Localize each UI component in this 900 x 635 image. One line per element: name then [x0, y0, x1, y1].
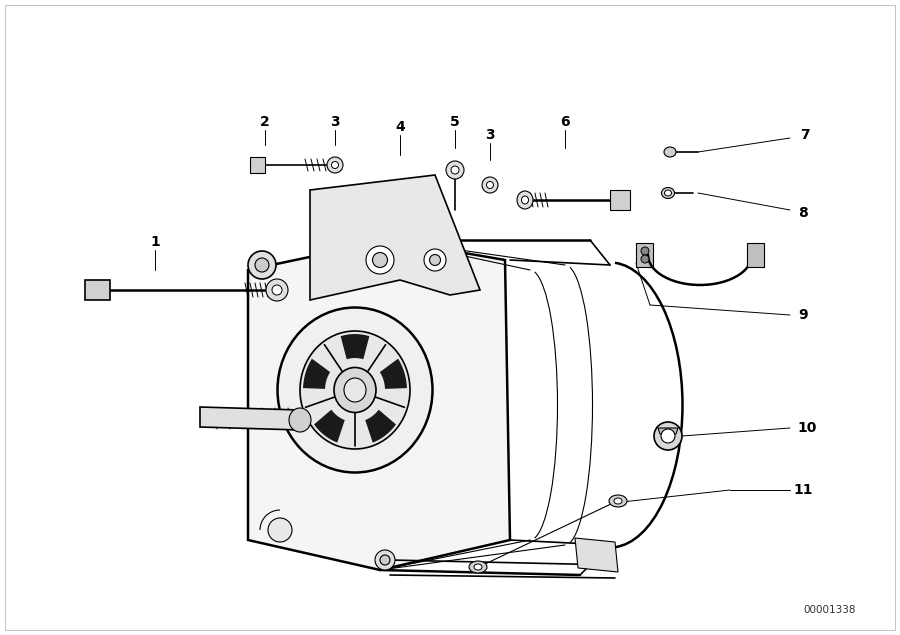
Ellipse shape — [331, 161, 338, 168]
Text: 10: 10 — [797, 421, 816, 435]
Text: 6: 6 — [560, 115, 570, 129]
Ellipse shape — [614, 498, 622, 504]
Polygon shape — [250, 157, 265, 173]
Ellipse shape — [474, 564, 482, 570]
Polygon shape — [85, 280, 110, 300]
Polygon shape — [303, 359, 330, 389]
Polygon shape — [610, 190, 630, 210]
Polygon shape — [310, 175, 480, 300]
Ellipse shape — [609, 495, 627, 507]
Ellipse shape — [255, 258, 269, 272]
Text: 4: 4 — [395, 120, 405, 134]
Ellipse shape — [266, 279, 288, 301]
Text: 8: 8 — [798, 206, 808, 220]
Ellipse shape — [373, 253, 388, 267]
Ellipse shape — [482, 177, 498, 193]
Text: 3: 3 — [485, 128, 495, 142]
Text: 7: 7 — [800, 128, 810, 142]
Ellipse shape — [664, 147, 676, 157]
Polygon shape — [200, 407, 300, 430]
Text: 5: 5 — [450, 115, 460, 129]
Ellipse shape — [366, 246, 394, 274]
Ellipse shape — [517, 191, 533, 209]
Polygon shape — [575, 538, 618, 572]
Polygon shape — [747, 243, 764, 267]
Ellipse shape — [654, 422, 682, 450]
Polygon shape — [248, 240, 510, 570]
Ellipse shape — [429, 255, 440, 265]
Ellipse shape — [289, 408, 311, 432]
Polygon shape — [658, 428, 678, 434]
Ellipse shape — [487, 182, 493, 189]
Ellipse shape — [277, 307, 433, 472]
Ellipse shape — [344, 378, 366, 402]
Ellipse shape — [469, 561, 487, 573]
Ellipse shape — [272, 285, 282, 295]
Text: 9: 9 — [798, 308, 808, 322]
Ellipse shape — [662, 187, 674, 199]
Text: 11: 11 — [793, 483, 813, 497]
Polygon shape — [636, 243, 653, 267]
Polygon shape — [380, 359, 407, 389]
Text: 2: 2 — [260, 115, 270, 129]
Ellipse shape — [641, 247, 649, 255]
Text: 1: 1 — [150, 235, 160, 249]
Polygon shape — [314, 410, 345, 443]
Ellipse shape — [424, 249, 446, 271]
Ellipse shape — [375, 550, 395, 570]
Ellipse shape — [327, 157, 343, 173]
Ellipse shape — [380, 555, 390, 565]
Ellipse shape — [334, 368, 376, 413]
Polygon shape — [340, 334, 369, 359]
Ellipse shape — [664, 190, 671, 196]
Ellipse shape — [641, 255, 649, 263]
Ellipse shape — [423, 258, 437, 272]
Ellipse shape — [446, 161, 464, 179]
Ellipse shape — [661, 429, 675, 443]
Ellipse shape — [451, 166, 459, 174]
Ellipse shape — [248, 251, 276, 279]
Text: 00001338: 00001338 — [804, 605, 856, 615]
Ellipse shape — [268, 518, 292, 542]
Ellipse shape — [300, 331, 410, 449]
Ellipse shape — [521, 196, 528, 204]
Text: 3: 3 — [330, 115, 340, 129]
Polygon shape — [365, 410, 396, 443]
Ellipse shape — [416, 251, 444, 279]
